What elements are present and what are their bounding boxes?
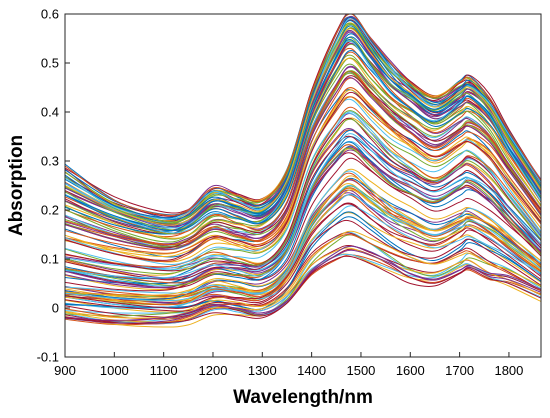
spectrum-line [65, 57, 541, 239]
spectrum-line [65, 178, 541, 298]
y-axis-title: Absorption [6, 135, 27, 236]
spectrum-line [65, 70, 541, 246]
spectrum-line [65, 14, 541, 216]
x-tick-label: 1700 [445, 363, 474, 378]
x-tick-label: 1100 [150, 363, 178, 378]
spectrum-line [65, 129, 541, 280]
spectrum-line [65, 253, 541, 328]
x-axis-title: Wavelength/nm [233, 387, 373, 408]
plot-lines [65, 14, 541, 328]
x-tick-label: 900 [54, 363, 76, 378]
y-tick-label: 0.5 [41, 56, 59, 71]
spectrum-line [65, 77, 541, 250]
spectrum-line [65, 28, 541, 226]
x-tick-label: 1400 [297, 363, 326, 378]
x-tick-label: 1500 [346, 363, 375, 378]
spectrum-line [65, 175, 541, 296]
y-tick-label: -0.1 [37, 350, 59, 365]
spectrum-line [65, 187, 541, 306]
y-tick-label: 0.2 [41, 203, 59, 218]
y-tick-label: 0 [52, 301, 59, 316]
spectrum-line [65, 230, 541, 319]
spectrum-line [65, 112, 541, 271]
spectrum-line [65, 147, 541, 286]
x-axis: 900 1000 1100 1200 1300 1400 1500 1600 1700 1800 [54, 352, 523, 378]
spectrum-line [65, 152, 541, 289]
spectrum-line [65, 111, 541, 270]
spectrum-line [65, 66, 541, 245]
spectrum-line [65, 189, 541, 302]
spectrum-line [65, 248, 541, 322]
spectrum-line [65, 183, 541, 301]
spectrum-line [65, 41, 541, 235]
y-tick-label: 0.4 [41, 105, 59, 120]
x-tick-label: 1200 [199, 363, 228, 378]
spectrum-line [65, 77, 541, 251]
y-tick-label: 0.6 [41, 7, 59, 22]
spectrum-line [65, 87, 541, 254]
spectrum-line [65, 194, 541, 308]
spectrum-line [65, 133, 541, 279]
spectrum-line [65, 184, 541, 302]
y-axis: -0.1 0 0.1 0.2 0.3 0.4 0.5 0.6 [37, 7, 70, 365]
spectrum-line [65, 245, 541, 321]
spectrum-line [65, 49, 541, 235]
spectrum-line [65, 255, 541, 324]
spectrum-line [65, 216, 541, 311]
spectrum-line [65, 249, 541, 324]
spectrum-line [65, 128, 541, 279]
spectrum-line [65, 70, 541, 248]
spectrum-line [65, 31, 541, 226]
spectrum-line [65, 96, 541, 263]
x-tick-label: 1000 [100, 363, 129, 378]
y-tick-label: 0.1 [41, 252, 59, 267]
spectrum-line [65, 203, 541, 309]
spectrum-line [65, 219, 541, 312]
spectrum-line [65, 40, 541, 234]
spectrum-line [65, 170, 541, 295]
spectrum-line [65, 147, 541, 290]
spectrum-line [65, 118, 541, 275]
x-tick-label: 1300 [248, 363, 277, 378]
y-tick-label: 0.3 [41, 154, 59, 169]
x-tick-label: 1600 [396, 363, 425, 378]
spectrum-line [65, 39, 541, 232]
spectrum-line [65, 18, 541, 220]
x-tick-label: 1800 [494, 363, 523, 378]
spectrum-line [65, 91, 541, 261]
plot-frame [64, 13, 542, 358]
